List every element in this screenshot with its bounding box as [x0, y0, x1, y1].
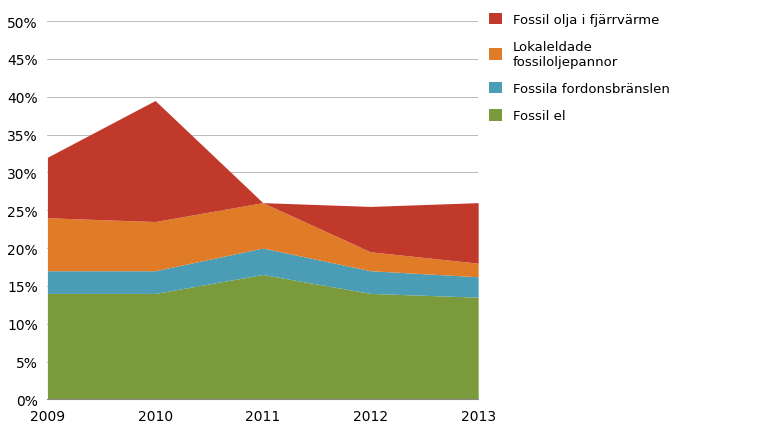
- Legend: Fossil olja i fjärrvärme, Lokaleldade
fossiloljepannor, Fossila fordonsbränslen,: Fossil olja i fjärrvärme, Lokaleldade fo…: [489, 13, 669, 123]
